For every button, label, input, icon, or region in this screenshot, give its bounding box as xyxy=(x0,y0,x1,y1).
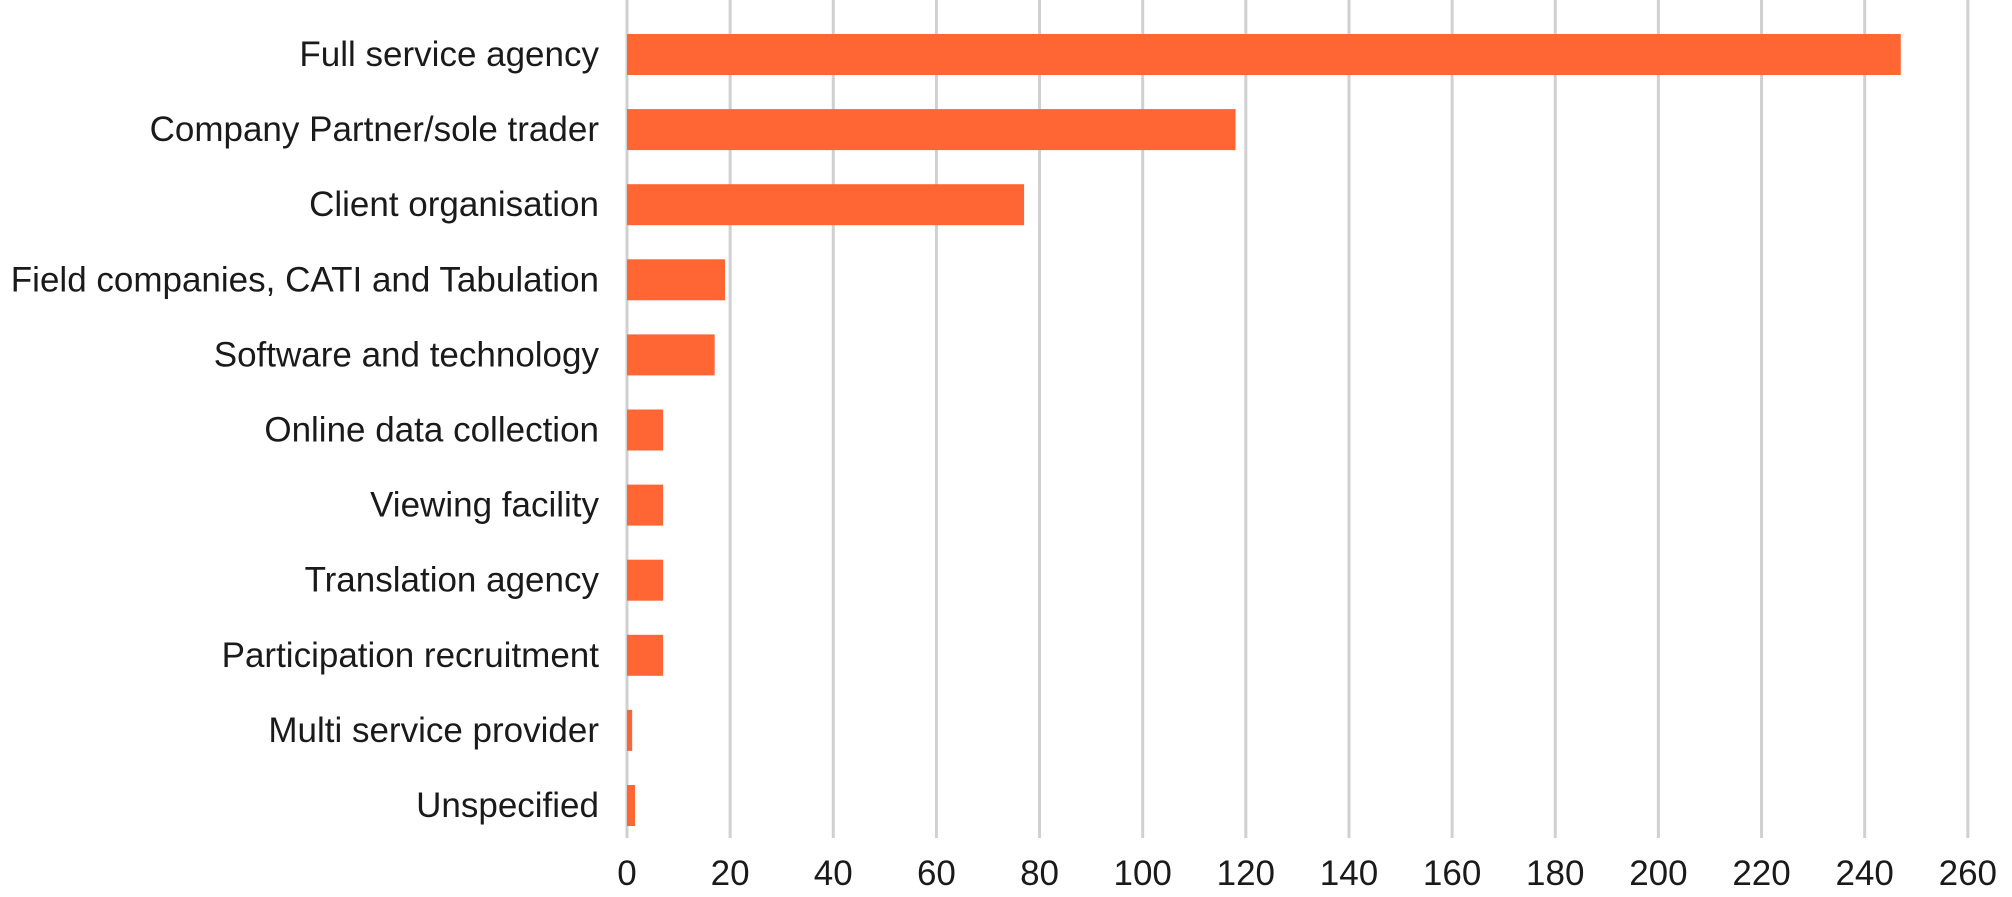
bar xyxy=(627,109,1236,151)
x-tick-label: 60 xyxy=(917,854,956,893)
bar xyxy=(627,184,1025,226)
category-label: Full service agency xyxy=(299,35,599,74)
category-labels: Full service agency Company Partner/sole … xyxy=(11,35,600,825)
x-tick-label: 220 xyxy=(1732,854,1790,893)
x-tick-label: 180 xyxy=(1526,854,1584,893)
x-axis-tick-labels: 0 20 40 60 80 100 120 140 160 180 200 220 240 260 xyxy=(617,854,1997,893)
bar xyxy=(627,259,725,301)
x-tick-label: 100 xyxy=(1113,854,1171,893)
bar xyxy=(627,34,1901,75)
category-label: Client organisation xyxy=(309,185,599,224)
x-tick-label: 140 xyxy=(1320,854,1378,893)
category-label: Viewing facility xyxy=(370,486,599,525)
bar xyxy=(627,785,635,826)
bar xyxy=(627,709,633,751)
x-tick-label: 80 xyxy=(1020,854,1059,893)
x-tick-label: 260 xyxy=(1939,854,1997,893)
x-tick-label: 240 xyxy=(1835,854,1893,893)
category-label: Field companies, CATI and Tabulation xyxy=(11,260,599,299)
category-label: Software and technology xyxy=(214,335,600,374)
x-tick-label: 200 xyxy=(1629,854,1687,893)
bar xyxy=(627,559,664,601)
bar xyxy=(627,634,664,676)
x-tick-label: 40 xyxy=(814,854,853,893)
category-label: Online data collection xyxy=(264,411,599,450)
category-label: Unspecified xyxy=(416,786,599,825)
category-label: Participation recruitment xyxy=(222,636,600,675)
category-label: Company Partner/sole trader xyxy=(150,110,600,149)
category-label: Multi service provider xyxy=(268,711,599,750)
x-tick-label: 120 xyxy=(1217,854,1275,893)
bar xyxy=(627,409,664,451)
x-tick-label: 0 xyxy=(617,854,636,893)
bar xyxy=(627,334,715,376)
category-label: Translation agency xyxy=(305,561,600,600)
bar xyxy=(627,484,664,526)
x-tick-label: 160 xyxy=(1423,854,1481,893)
x-tick-label: 20 xyxy=(711,854,750,893)
bars xyxy=(627,34,1901,826)
